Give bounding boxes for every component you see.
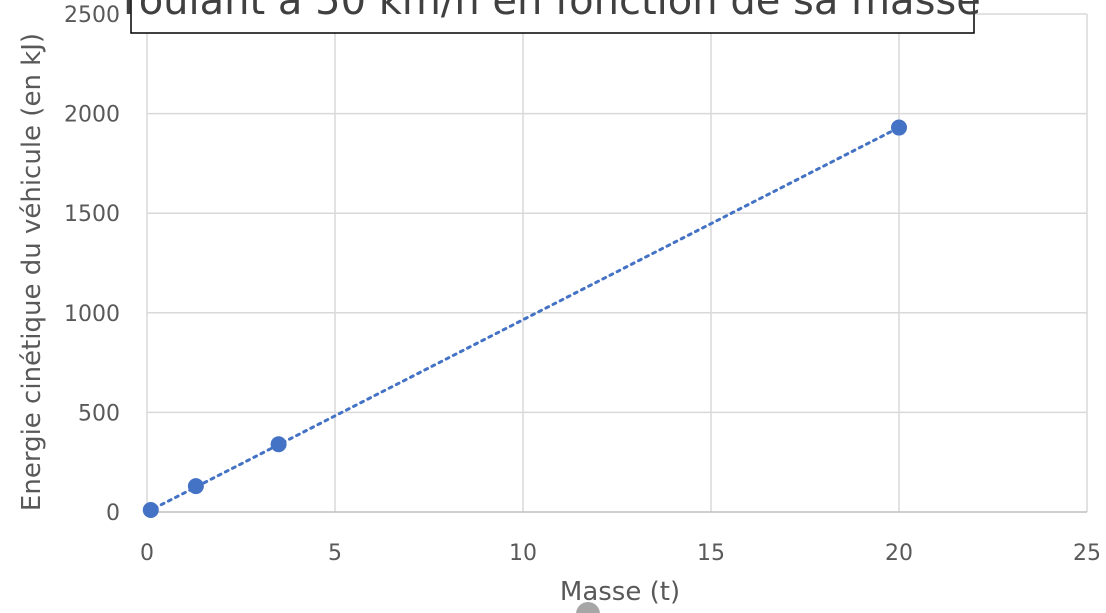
y-tick-label: 2500 xyxy=(64,3,120,28)
y-tick-label: 1500 xyxy=(64,202,120,227)
trendline-layer xyxy=(145,126,901,514)
y-tick-label: 2000 xyxy=(64,103,120,128)
x-tick-label: 15 xyxy=(697,541,725,566)
data-point xyxy=(187,478,204,495)
resize-handle-icon[interactable] xyxy=(576,602,600,613)
gridlines xyxy=(147,13,1088,512)
data-points xyxy=(142,119,907,519)
x-tick-label: 10 xyxy=(509,541,537,566)
tick-labels: 0 500 1000 1500 2000 2500 0 5 10 15 20 25 xyxy=(64,3,1101,566)
data-point xyxy=(270,436,287,453)
x-tick-label: 5 xyxy=(328,541,342,566)
data-point xyxy=(891,119,907,136)
x-tick-label: 20 xyxy=(885,541,913,566)
data-point xyxy=(142,502,159,519)
chart-title-box: roulant à 50 km/h en fonction de sa mass… xyxy=(123,0,981,34)
y-tick-label: 1000 xyxy=(64,302,120,327)
y-tick-label: 0 xyxy=(106,501,120,526)
x-axis-title: Masse (t) xyxy=(560,577,680,607)
axes xyxy=(146,14,1087,513)
y-axis-title: Energie cinétique du véhicule (en kJ) xyxy=(17,33,47,511)
trendline xyxy=(145,126,901,514)
chart-title: roulant à 50 km/h en fonction de sa mass… xyxy=(123,0,981,24)
x-tick-label: 0 xyxy=(140,541,154,566)
y-tick-label: 500 xyxy=(78,401,120,426)
x-tick-label: 25 xyxy=(1073,541,1101,566)
